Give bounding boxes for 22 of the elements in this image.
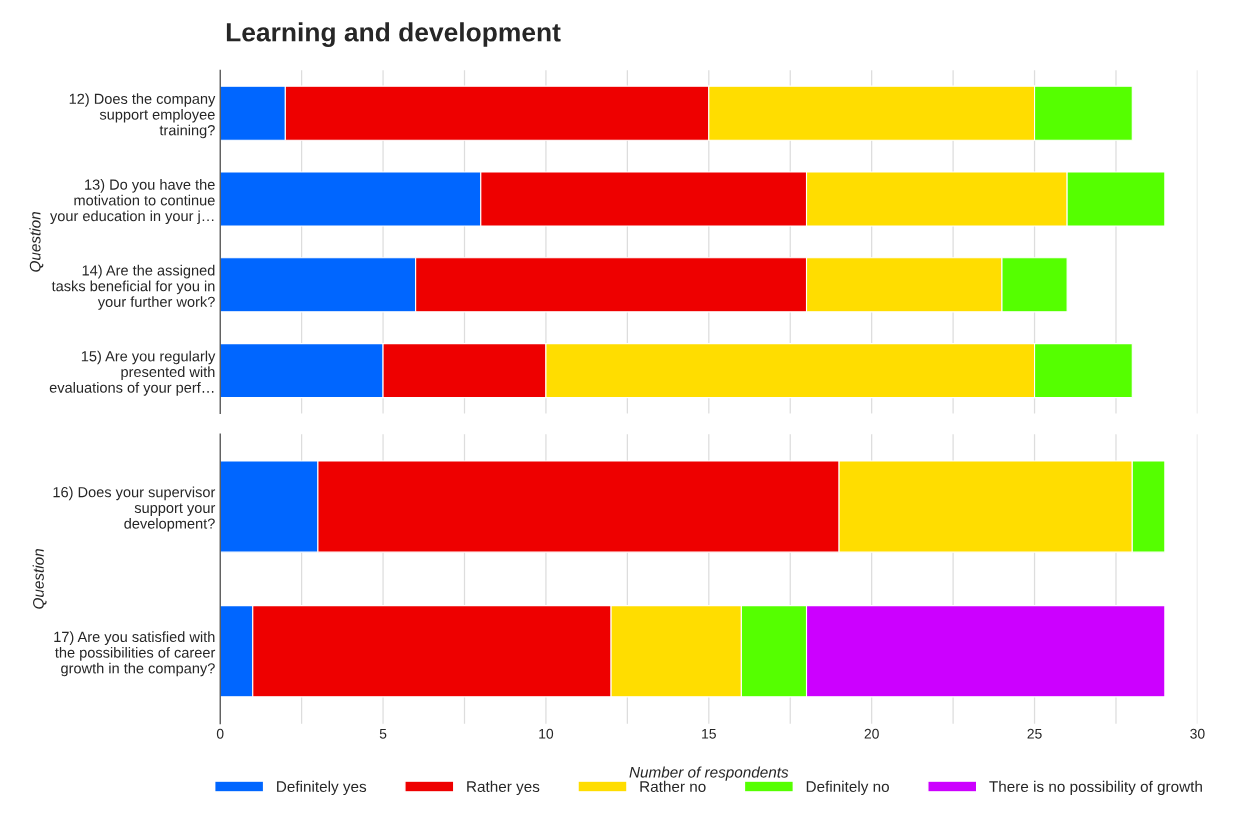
x-tick-label: 20 bbox=[864, 728, 879, 739]
legend-label: There is no possibility of growth bbox=[989, 780, 1202, 796]
x-axis-title: Number of respondents bbox=[629, 766, 789, 781]
x-tick-label: 15 bbox=[702, 729, 716, 739]
y-axis-title: Question bbox=[29, 212, 44, 272]
legend-label: Rather no bbox=[640, 780, 706, 793]
chart-title: Learning and development bbox=[226, 22, 561, 47]
y-tick-label: 16) Does your supervisor support your development? bbox=[53, 486, 216, 532]
y-tick-label: 13) Do you have the motivation to continue your education in your j… bbox=[50, 179, 215, 225]
x-tick-label: 10 bbox=[539, 728, 554, 739]
y-tick-label: 12) Does the company support employee training? bbox=[69, 93, 216, 139]
y-tick-label: 14) Are the assigned tasks beneficial for you in your further work? bbox=[51, 264, 215, 310]
y-axis-title: Question bbox=[32, 549, 47, 609]
x-tick-label: 30 bbox=[1190, 728, 1205, 739]
legend-label: Definitely yes bbox=[277, 780, 367, 796]
x-tick-label: 5 bbox=[379, 729, 387, 739]
y-tick-label: 17) Are you satisfied with the possibilities of career growth in the company? bbox=[54, 631, 216, 677]
y-tick-label: 15) Are you regularly presented with evaluations of your perf… bbox=[49, 350, 216, 396]
x-tick-label: 25 bbox=[1027, 728, 1042, 739]
legend-label: Rather yes bbox=[467, 780, 540, 796]
legend-label: Definitely no bbox=[806, 780, 889, 796]
x-tick-label: 0 bbox=[216, 728, 224, 739]
